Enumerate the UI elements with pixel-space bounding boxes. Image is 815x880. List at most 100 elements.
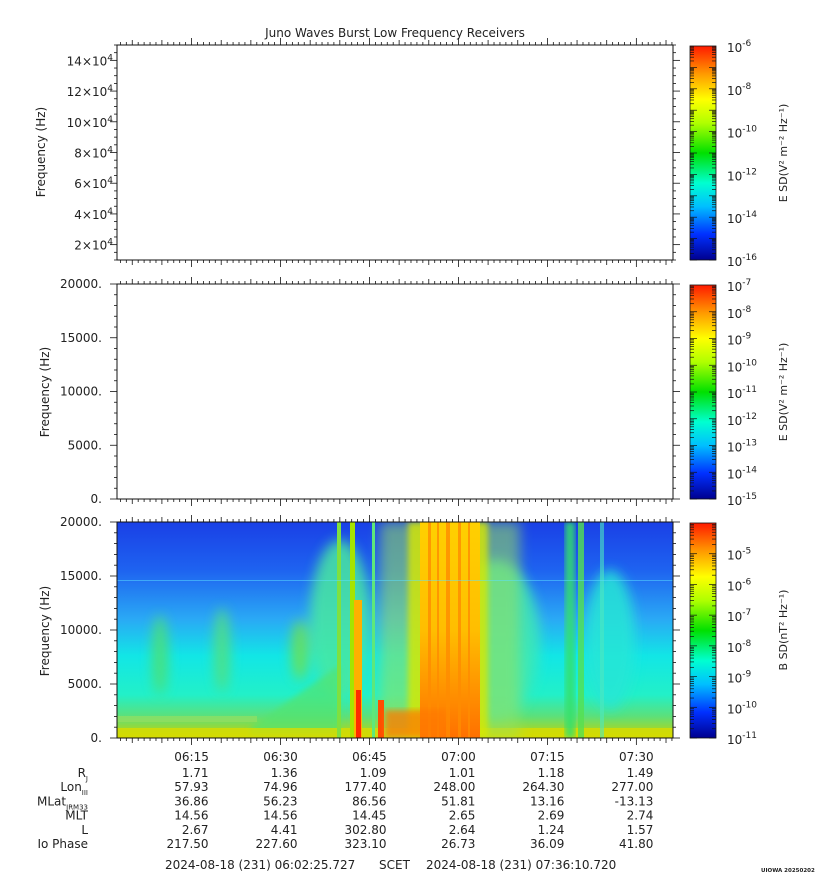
panel-e-lf-x-ticks bbox=[119, 277, 673, 506]
colorbar-tick-label: 10-13 bbox=[727, 439, 757, 455]
y-tick-label: 0. bbox=[91, 492, 102, 506]
panel-e-hf-y-ticks: 2×104 4×104 6×104 8×104 10×104 12×104 14×104 bbox=[67, 44, 680, 261]
x-tick-label: 06:30 bbox=[263, 750, 298, 764]
x-tick-label: 07:00 bbox=[441, 750, 476, 764]
colorbar-tick-label: 10-6 bbox=[727, 577, 752, 593]
panel-e-lf-ylabel: Frequency (Hz) bbox=[38, 347, 52, 438]
ephemeris-value: 14.45 bbox=[352, 809, 386, 823]
colorbar-tick-label: 10-16 bbox=[727, 253, 757, 269]
y-tick-label: 5000. bbox=[68, 438, 102, 452]
footer-credit: UIOWA 20250202 bbox=[761, 868, 815, 874]
ephemeris-value: 26.73 bbox=[441, 837, 475, 851]
panel-e-lf-plot-area bbox=[116, 283, 674, 500]
footer-start-time: 2024-08-18 (231) 06:02:25.727 bbox=[165, 858, 355, 872]
panel-b: 06:15 06:30 06:45 07:00 07:15 07:30 0. 5000. 10… bbox=[38, 515, 680, 764]
colorbar-3-label: B SD(nT² Hz⁻¹) bbox=[777, 590, 790, 671]
ephemeris-value: 1.24 bbox=[538, 823, 565, 837]
y-tick-label: 0. bbox=[91, 731, 102, 745]
ephemeris-value: 217.50 bbox=[167, 837, 209, 851]
panel-b-y-ticks: 0. 5000. 10000. 15000. 20000. bbox=[60, 515, 680, 745]
ephemeris-value: 1.71 bbox=[182, 766, 209, 780]
colorbar-1-label: E SD(V² m⁻² Hz⁻¹) bbox=[777, 104, 790, 203]
panel-e-lf-y-ticks: 0. 5000. 10000. 15000. 20000. bbox=[60, 277, 680, 506]
colorbar-tick-label: 10-5 bbox=[727, 547, 751, 563]
panel-e-lf: 0. 5000. 10000. 15000. 20000. Frequency (Hz) bbox=[38, 277, 680, 506]
colorbar-tick-label: 10-15 bbox=[727, 492, 757, 508]
footer-end-time: 2024-08-18 (231) 07:36:10.720 bbox=[426, 858, 616, 872]
panel-e-hf-ylabel: Frequency (Hz) bbox=[34, 107, 48, 198]
colorbar-tick-label: 10-7 bbox=[727, 278, 751, 294]
y-tick-label: 10000. bbox=[60, 385, 102, 399]
panel-e-hf-plot-area bbox=[116, 44, 674, 261]
figure-title: Juno Waves Burst Low Frequency Receivers bbox=[264, 26, 525, 40]
colorbar-tick-label: 10-6 bbox=[727, 39, 752, 55]
colorbar-tick-label: 10-14 bbox=[727, 465, 757, 481]
ephemeris-value: 2.69 bbox=[538, 809, 565, 823]
ephemeris-value: 2.74 bbox=[627, 809, 654, 823]
y-tick-label: 12×104 bbox=[67, 84, 114, 99]
ephemeris-value: 264.30 bbox=[522, 780, 564, 794]
ephemeris-value: 248.00 bbox=[433, 780, 475, 794]
colorbar-tick-label: 10-7 bbox=[727, 608, 751, 624]
ephemeris-value: 36.09 bbox=[530, 837, 564, 851]
ephemeris-value: 1.57 bbox=[627, 823, 654, 837]
ephemeris-value: 177.40 bbox=[344, 780, 386, 794]
colorbar-2: 10-7 10-8 10-9 10-10 10-11 10-12 10-13 10-14 10-… bbox=[689, 278, 790, 508]
ephemeris-value: 302.80 bbox=[344, 823, 386, 837]
ephemeris-value: 323.10 bbox=[344, 837, 386, 851]
ephemeris-value: 2.64 bbox=[449, 823, 476, 837]
colorbar-tick-label: 10-10 bbox=[727, 700, 757, 716]
colorbar-2-label: E SD(V² m⁻² Hz⁻¹) bbox=[777, 343, 790, 442]
ephemeris-value: -13.13 bbox=[615, 794, 654, 808]
ephemeris-table: RJ 1.71 1.36 1.09 1.01 1.18 1.49 LonIII 57.93 74.… bbox=[37, 766, 653, 851]
panel-e-hf: 2×104 4×104 6×104 8×104 10×104 12×104 14×104 F… bbox=[34, 38, 680, 267]
ephemeris-value: 86.56 bbox=[352, 794, 386, 808]
ephemeris-value: 1.01 bbox=[449, 766, 476, 780]
footer-scet: SCET bbox=[379, 858, 411, 872]
y-tick-label: 15000. bbox=[60, 569, 102, 583]
ephemeris-value: 227.60 bbox=[256, 837, 298, 851]
ephemeris-value: 2.65 bbox=[449, 809, 476, 823]
x-tick-label: 06:15 bbox=[174, 750, 209, 764]
y-tick-label: 10×104 bbox=[67, 115, 114, 130]
y-tick-label: 8×104 bbox=[74, 146, 113, 161]
y-tick-label: 14×104 bbox=[67, 53, 114, 68]
y-tick-label: 5000. bbox=[68, 677, 102, 691]
ephemeris-value: 41.80 bbox=[619, 837, 653, 851]
y-tick-label: 15000. bbox=[60, 331, 102, 345]
colorbar-2-ticks: 10-7 10-8 10-9 10-10 10-11 10-12 10-13 10-14 10-… bbox=[690, 278, 757, 508]
ephemeris-value: 51.81 bbox=[441, 794, 475, 808]
colorbar-tick-label: 10-12 bbox=[727, 412, 757, 428]
colorbar-tick-label: 10-11 bbox=[727, 731, 757, 747]
panel-e-hf-x-ticks bbox=[119, 38, 673, 267]
colorbar-tick-label: 10-12 bbox=[727, 167, 757, 183]
colorbar-3: 10-5 10-6 10-7 10-8 10-9 10-10 10-11 B SD(nT² … bbox=[689, 522, 790, 747]
ephemeris-row-label: L bbox=[81, 823, 88, 837]
ephemeris-row-label: LonIII bbox=[60, 780, 88, 797]
ephemeris-value: 14.56 bbox=[174, 809, 208, 823]
ephemeris-value: 2.67 bbox=[182, 823, 209, 837]
y-tick-label: 10000. bbox=[60, 623, 102, 637]
ephemeris-row-label: MLT bbox=[65, 809, 88, 823]
colorbar-tick-label: 10-14 bbox=[727, 210, 757, 226]
colorbar-tick-label: 10-9 bbox=[727, 670, 752, 686]
colorbar-tick-label: 10-10 bbox=[727, 358, 757, 374]
ephemeris-row-label: Io Phase bbox=[37, 837, 88, 851]
x-tick-label: 07:30 bbox=[619, 750, 654, 764]
x-tick-label: 07:15 bbox=[530, 750, 565, 764]
ephemeris-value: 14.56 bbox=[263, 809, 297, 823]
ephemeris-value: 74.96 bbox=[263, 780, 297, 794]
colorbar-tick-label: 10-10 bbox=[727, 125, 757, 141]
ephemeris-value: 1.49 bbox=[627, 766, 654, 780]
colorbar-3-gradient bbox=[689, 522, 717, 739]
panel-b-x-ticks: 06:15 06:30 06:45 07:00 07:15 07:30 bbox=[119, 515, 673, 764]
y-tick-label: 4×104 bbox=[74, 207, 113, 222]
ephemeris-row-label: RJ bbox=[78, 766, 88, 783]
y-tick-label: 2×104 bbox=[74, 238, 113, 253]
ephemeris-value: 1.09 bbox=[360, 766, 387, 780]
y-tick-label: 20000. bbox=[60, 277, 102, 291]
ephemeris-value: 57.93 bbox=[174, 780, 208, 794]
ephemeris-value: 56.23 bbox=[263, 794, 297, 808]
colorbar-tick-label: 10-8 bbox=[727, 305, 752, 321]
